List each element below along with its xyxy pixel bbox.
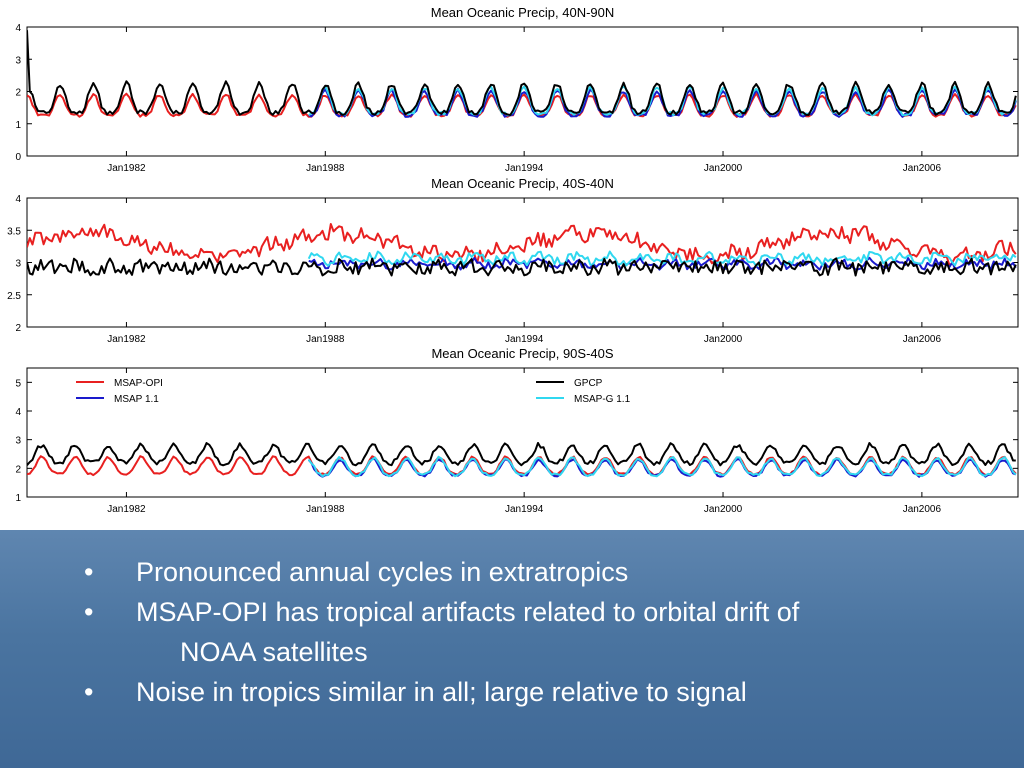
- y-tick-label: 3.5: [7, 226, 21, 237]
- x-tick-label: Jan2006: [903, 504, 942, 515]
- y-tick-label: 2.5: [7, 291, 21, 302]
- bullet-item: • Pronounced annual cycles in extratropi…: [84, 552, 799, 592]
- x-tick-label: Jan2000: [704, 504, 743, 515]
- chart-title: Mean Oceanic Precip, 40S-40N: [431, 176, 614, 191]
- series-line-msap-g-1-1: [307, 455, 1017, 478]
- series-line-msap-1-1: [308, 87, 1017, 118]
- x-tick-label: Jan2006: [903, 163, 942, 174]
- y-tick-label: 4: [15, 23, 21, 34]
- y-tick-label: 2: [15, 464, 21, 475]
- y-tick-label: 0: [15, 152, 21, 163]
- bullet-marker: •: [84, 597, 94, 627]
- series-line-msap-1-1: [308, 256, 1017, 271]
- x-tick-label: Jan1988: [306, 163, 345, 174]
- y-tick-label: 5: [15, 378, 21, 389]
- bullet-panel: • Pronounced annual cycles in extratropi…: [0, 530, 1024, 768]
- x-tick-label: Jan2006: [903, 334, 942, 345]
- bullet-list: • Pronounced annual cycles in extratropi…: [84, 552, 799, 712]
- x-tick-label: Jan1988: [306, 504, 345, 515]
- bullet-text: MSAP-OPI has tropical artifacts related …: [136, 597, 800, 627]
- series-line-msap-opi: [27, 223, 1017, 267]
- x-tick-label: Jan2000: [704, 334, 743, 345]
- x-tick-label: Jan1988: [306, 334, 345, 345]
- bullet-text: Noise in tropics similar in all; large r…: [136, 677, 747, 707]
- series-line-gpcp: [27, 257, 1017, 277]
- y-tick-label: 3: [15, 259, 21, 270]
- y-tick-label: 3: [15, 436, 21, 447]
- bullet-marker: •: [84, 677, 94, 707]
- y-tick-label: 2: [15, 88, 21, 99]
- y-tick-label: 1: [15, 120, 21, 131]
- x-tick-label: Jan1994: [505, 163, 544, 174]
- x-tick-label: Jan2000: [704, 163, 743, 174]
- figure-area: Mean Oceanic Precip, 40N-90N 0 1 2 3 4 Jan1982…: [7, 5, 1019, 515]
- chart-panel-1: Mean Oceanic Precip, 40N-90N 0 1 2 3 4 Jan1982…: [15, 5, 1019, 174]
- x-tick-label: Jan1994: [505, 504, 544, 515]
- bullet-text-continuation: NOAA satellites: [180, 637, 368, 667]
- chart-title: Mean Oceanic Precip, 90S-40S: [431, 346, 613, 361]
- x-tick-label: Jan1982: [107, 163, 146, 174]
- y-tick-label: 4: [15, 194, 21, 205]
- y-tick-label: 4: [15, 407, 21, 418]
- y-tick-label: 2: [15, 323, 21, 334]
- x-tick-label: Jan1994: [505, 334, 544, 345]
- legend-label: MSAP 1.1: [114, 394, 159, 405]
- bullet-marker: •: [84, 557, 94, 587]
- chart-figure: Mean Oceanic Precip, 40N-90N 0 1 2 3 4 Jan1982…: [7, 5, 1019, 515]
- legend-label: MSAP-G 1.1: [574, 394, 631, 405]
- legend-label: GPCP: [574, 378, 603, 389]
- x-tick-label: Jan1982: [107, 334, 146, 345]
- bullet-text: Pronounced annual cycles in extratropics: [136, 557, 629, 587]
- legend-label: MSAP-OPI: [114, 378, 163, 389]
- chart-title: Mean Oceanic Precip, 40N-90N: [431, 5, 615, 20]
- chart-panel-3: Mean Oceanic Precip, 90S-40S 1 2 3 4 5 Jan1982…: [15, 346, 1019, 515]
- y-tick-label: 1: [15, 493, 21, 504]
- bullet-item: • Noise in tropics similar in all; large…: [84, 672, 799, 712]
- y-tick-label: 3: [15, 55, 21, 66]
- plot-frame: [26, 367, 1019, 498]
- bullet-item: • MSAP-OPI has tropical artifacts relate…: [84, 592, 799, 672]
- x-tick-label: Jan1982: [107, 504, 146, 515]
- plot-frame: [26, 26, 1019, 157]
- chart-panel-2: Mean Oceanic Precip, 40S-40N 2 2.5 3 3.5 4 Jan…: [7, 176, 1019, 345]
- series-line-gpcp: [27, 442, 1016, 467]
- series-line-gpcp: [27, 30, 1017, 116]
